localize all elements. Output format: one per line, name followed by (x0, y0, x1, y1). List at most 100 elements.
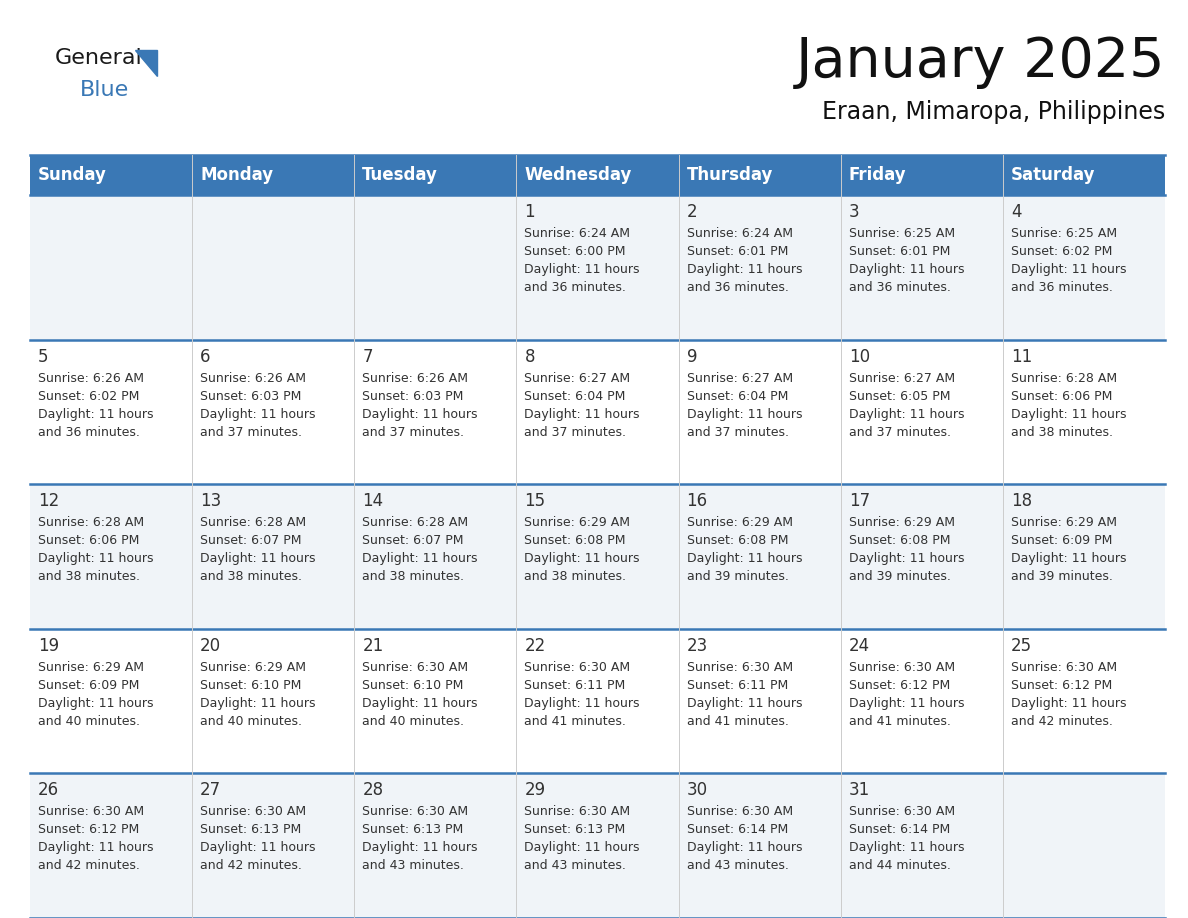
Text: 8: 8 (524, 348, 535, 365)
Text: Daylight: 11 hours: Daylight: 11 hours (524, 697, 640, 710)
Text: Sunset: 6:13 PM: Sunset: 6:13 PM (524, 823, 626, 836)
Text: Daylight: 11 hours: Daylight: 11 hours (362, 553, 478, 565)
Text: 26: 26 (38, 781, 59, 800)
Text: Sunset: 6:08 PM: Sunset: 6:08 PM (524, 534, 626, 547)
Text: 6: 6 (200, 348, 210, 365)
Text: 29: 29 (524, 781, 545, 800)
Text: and 37 minutes.: and 37 minutes. (524, 426, 626, 439)
Text: Daylight: 11 hours: Daylight: 11 hours (524, 263, 640, 276)
Bar (30, 195, 1165, 340)
Text: Sunrise: 6:28 AM: Sunrise: 6:28 AM (38, 516, 144, 529)
Text: Sunrise: 6:30 AM: Sunrise: 6:30 AM (687, 805, 792, 819)
Text: Daylight: 11 hours: Daylight: 11 hours (524, 553, 640, 565)
Text: 28: 28 (362, 781, 384, 800)
Text: and 38 minutes.: and 38 minutes. (38, 570, 140, 583)
Text: Daylight: 11 hours: Daylight: 11 hours (524, 408, 640, 420)
Text: Sunrise: 6:25 AM: Sunrise: 6:25 AM (1011, 227, 1117, 240)
Text: 25: 25 (1011, 637, 1032, 655)
Polygon shape (135, 50, 157, 76)
Text: Daylight: 11 hours: Daylight: 11 hours (38, 408, 153, 420)
Text: Sunrise: 6:29 AM: Sunrise: 6:29 AM (200, 661, 307, 674)
Text: 23: 23 (687, 637, 708, 655)
Text: Daylight: 11 hours: Daylight: 11 hours (848, 697, 965, 710)
Text: Sunset: 6:03 PM: Sunset: 6:03 PM (362, 389, 463, 403)
Text: and 40 minutes.: and 40 minutes. (200, 715, 302, 728)
Text: Eraan, Mimaropa, Philippines: Eraan, Mimaropa, Philippines (822, 100, 1165, 124)
Text: Saturday: Saturday (1011, 166, 1095, 184)
Text: Sunset: 6:11 PM: Sunset: 6:11 PM (524, 678, 626, 692)
Text: Sunset: 6:12 PM: Sunset: 6:12 PM (848, 678, 950, 692)
Text: Sunset: 6:07 PM: Sunset: 6:07 PM (362, 534, 463, 547)
Text: Sunrise: 6:30 AM: Sunrise: 6:30 AM (362, 805, 468, 819)
Text: 20: 20 (200, 637, 221, 655)
Text: Thursday: Thursday (687, 166, 773, 184)
Text: Daylight: 11 hours: Daylight: 11 hours (362, 842, 478, 855)
Text: and 44 minutes.: and 44 minutes. (848, 859, 950, 872)
Text: January 2025: January 2025 (796, 35, 1165, 89)
Text: and 42 minutes.: and 42 minutes. (38, 859, 140, 872)
Text: Sunset: 6:01 PM: Sunset: 6:01 PM (687, 245, 788, 258)
Text: and 40 minutes.: and 40 minutes. (38, 715, 140, 728)
Text: Sunset: 6:10 PM: Sunset: 6:10 PM (200, 678, 302, 692)
Text: Daylight: 11 hours: Daylight: 11 hours (38, 553, 153, 565)
Bar (30, 629, 1165, 773)
Text: Daylight: 11 hours: Daylight: 11 hours (200, 408, 316, 420)
Text: 31: 31 (848, 781, 870, 800)
Text: and 38 minutes.: and 38 minutes. (362, 570, 465, 583)
Text: Sunrise: 6:29 AM: Sunrise: 6:29 AM (687, 516, 792, 529)
Text: Daylight: 11 hours: Daylight: 11 hours (848, 408, 965, 420)
Text: Daylight: 11 hours: Daylight: 11 hours (848, 842, 965, 855)
Text: Sunset: 6:09 PM: Sunset: 6:09 PM (1011, 534, 1112, 547)
Text: Sunrise: 6:29 AM: Sunrise: 6:29 AM (1011, 516, 1117, 529)
Text: and 36 minutes.: and 36 minutes. (524, 281, 626, 294)
Text: Sunrise: 6:30 AM: Sunrise: 6:30 AM (524, 805, 631, 819)
Text: and 39 minutes.: and 39 minutes. (1011, 570, 1113, 583)
Text: Sunset: 6:09 PM: Sunset: 6:09 PM (38, 678, 139, 692)
Text: Daylight: 11 hours: Daylight: 11 hours (687, 408, 802, 420)
Text: and 37 minutes.: and 37 minutes. (687, 426, 789, 439)
Text: 19: 19 (38, 637, 59, 655)
Text: Blue: Blue (80, 80, 129, 100)
Text: 18: 18 (1011, 492, 1032, 510)
Bar (30, 773, 1165, 918)
Text: 1: 1 (524, 203, 535, 221)
Text: Sunrise: 6:26 AM: Sunrise: 6:26 AM (362, 372, 468, 385)
Text: Sunrise: 6:26 AM: Sunrise: 6:26 AM (38, 372, 144, 385)
Text: and 40 minutes.: and 40 minutes. (362, 715, 465, 728)
Text: and 36 minutes.: and 36 minutes. (1011, 281, 1113, 294)
Text: Sunset: 6:04 PM: Sunset: 6:04 PM (524, 389, 626, 403)
Text: Sunrise: 6:29 AM: Sunrise: 6:29 AM (524, 516, 631, 529)
Text: 2: 2 (687, 203, 697, 221)
Text: Daylight: 11 hours: Daylight: 11 hours (687, 842, 802, 855)
Text: Daylight: 11 hours: Daylight: 11 hours (848, 553, 965, 565)
Text: and 43 minutes.: and 43 minutes. (524, 859, 626, 872)
Text: Daylight: 11 hours: Daylight: 11 hours (848, 263, 965, 276)
Text: 27: 27 (200, 781, 221, 800)
Text: Sunset: 6:12 PM: Sunset: 6:12 PM (38, 823, 139, 836)
Text: 24: 24 (848, 637, 870, 655)
Text: Sunrise: 6:26 AM: Sunrise: 6:26 AM (200, 372, 307, 385)
Text: and 42 minutes.: and 42 minutes. (1011, 715, 1113, 728)
Text: Daylight: 11 hours: Daylight: 11 hours (1011, 408, 1126, 420)
Text: 15: 15 (524, 492, 545, 510)
Text: Sunrise: 6:30 AM: Sunrise: 6:30 AM (38, 805, 144, 819)
Text: Daylight: 11 hours: Daylight: 11 hours (362, 697, 478, 710)
Text: Sunrise: 6:30 AM: Sunrise: 6:30 AM (362, 661, 468, 674)
Text: Daylight: 11 hours: Daylight: 11 hours (1011, 697, 1126, 710)
Text: Daylight: 11 hours: Daylight: 11 hours (1011, 263, 1126, 276)
Text: Daylight: 11 hours: Daylight: 11 hours (687, 263, 802, 276)
Text: Sunrise: 6:25 AM: Sunrise: 6:25 AM (848, 227, 955, 240)
Text: Sunset: 6:01 PM: Sunset: 6:01 PM (848, 245, 950, 258)
Text: General: General (55, 48, 143, 68)
Text: Friday: Friday (848, 166, 906, 184)
Text: and 43 minutes.: and 43 minutes. (687, 859, 789, 872)
Text: Sunrise: 6:24 AM: Sunrise: 6:24 AM (524, 227, 631, 240)
Text: 7: 7 (362, 348, 373, 365)
Text: Sunset: 6:14 PM: Sunset: 6:14 PM (687, 823, 788, 836)
Text: Sunrise: 6:28 AM: Sunrise: 6:28 AM (200, 516, 307, 529)
Text: Sunrise: 6:27 AM: Sunrise: 6:27 AM (524, 372, 631, 385)
Text: 5: 5 (38, 348, 49, 365)
Text: Daylight: 11 hours: Daylight: 11 hours (1011, 553, 1126, 565)
Text: Sunset: 6:14 PM: Sunset: 6:14 PM (848, 823, 950, 836)
Text: Sunrise: 6:30 AM: Sunrise: 6:30 AM (524, 661, 631, 674)
